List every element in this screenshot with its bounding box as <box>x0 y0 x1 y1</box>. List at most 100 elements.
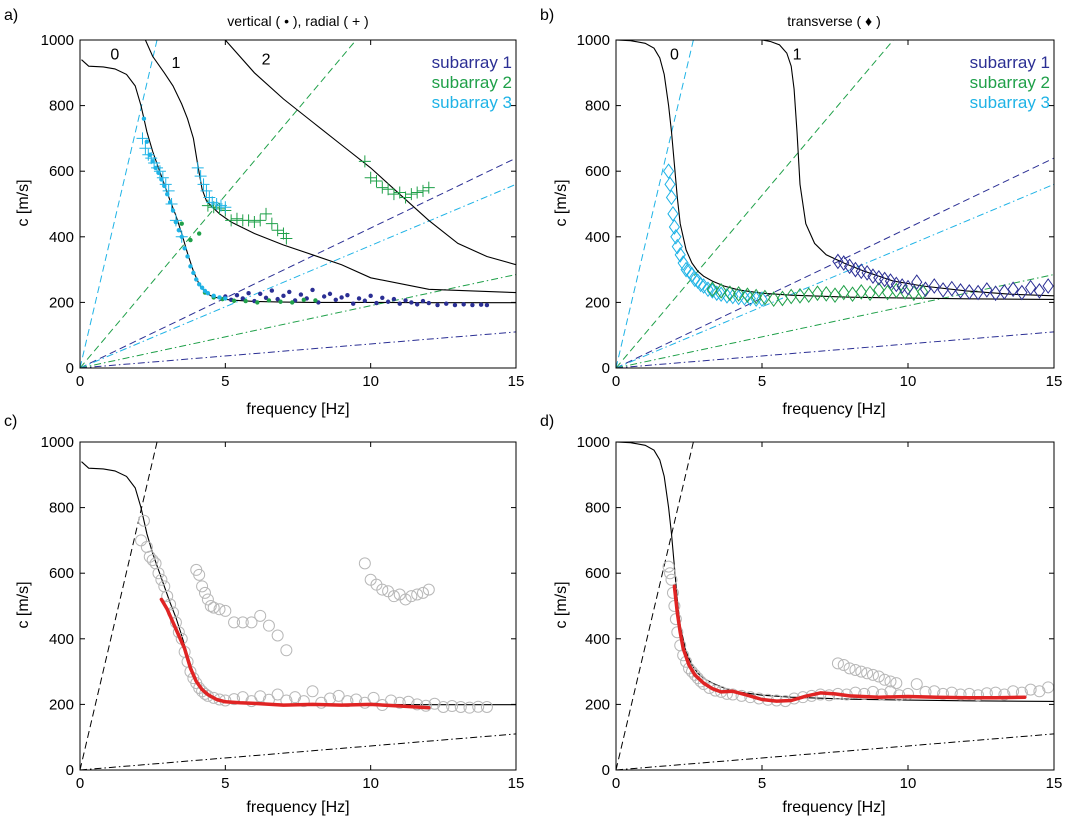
panel-c-point-1-11 <box>245 616 258 629</box>
panel-a-point-4-0 <box>136 132 149 145</box>
panel-c-point-1-1 <box>193 568 206 581</box>
panel-c-label: c) <box>4 413 17 430</box>
panel-b-ytick-label-3: 600 <box>585 163 610 180</box>
panel-a-point-2-15 <box>185 254 190 259</box>
panel-a-point-1-14 <box>313 298 318 303</box>
panel-c-point-1-3 <box>198 586 211 599</box>
panel-d-xlabel: frequency [Hz] <box>782 799 885 816</box>
panel-d-point-1-3 <box>849 663 862 676</box>
panel-c-ytick-label-4: 800 <box>49 500 74 517</box>
panel-b-point-2-28 <box>1042 278 1054 294</box>
panel-c-ytick-label-5: 1000 <box>41 434 74 451</box>
panel-c-xlabel: frequency [Hz] <box>246 799 349 816</box>
panel-a-point-3-23 <box>405 188 418 201</box>
panel-a-point-4-14 <box>194 170 207 183</box>
panel-a-label: a) <box>4 7 18 24</box>
panel-a-point-4-12 <box>175 230 188 243</box>
panel-d-point-1-0 <box>831 657 844 670</box>
panel-a-point-4-21 <box>219 201 232 214</box>
panel-a-point-3-5 <box>230 212 243 225</box>
panel-c-point-1-10 <box>236 616 249 629</box>
panel-a-point-2-23 <box>211 293 216 299</box>
panel-b-point-0-6 <box>671 238 683 255</box>
panel-d-point-1-10 <box>890 677 903 690</box>
panel-d-xtick-label-2: 10 <box>900 775 917 792</box>
panel-c-point-0-50 <box>428 697 441 710</box>
panel-c-ytick-label-0: 0 <box>66 762 74 779</box>
panel-c-point-1-27 <box>422 583 435 596</box>
panel-d-data-area <box>616 442 1054 770</box>
panel-a-point-2-19 <box>196 282 202 287</box>
panel-a-xlabel: frequency [Hz] <box>246 401 349 418</box>
panel-a-point-3-4 <box>225 214 238 227</box>
panel-b-point-2-15 <box>928 278 940 294</box>
panel-a-ref-line-5 <box>80 331 516 368</box>
panel-b-point-1-8 <box>776 290 789 307</box>
panel-a-point-3-10 <box>260 207 273 220</box>
panel-a-point-2-17 <box>191 270 196 276</box>
panel-d-point-0-48 <box>972 689 985 702</box>
panel-a-point-2-12 <box>176 228 182 233</box>
panel-a-point-4-9 <box>162 184 175 197</box>
panel-a-point-3-26 <box>422 181 435 194</box>
panel-d-point-0-40 <box>902 687 914 700</box>
panel-a-point-3-17 <box>370 175 383 188</box>
panel-a-point-4-10 <box>165 198 178 210</box>
panel-b-legend-entry-3: subarray 3 <box>970 93 1050 112</box>
panel-a-point-3-18 <box>376 181 389 194</box>
panel-a-point-0-34 <box>420 298 426 304</box>
panel-c-point-1-25 <box>411 588 424 601</box>
panel-a-point-0-21 <box>345 292 350 298</box>
panel-b-mode-label-1: 1 <box>793 47 802 64</box>
panel-b-point-2-2 <box>843 258 856 275</box>
panel-a-point-0-23 <box>356 296 362 301</box>
panel-b-ylabel: c [m/s] <box>553 179 570 226</box>
panel-c-point-0-5 <box>149 557 162 570</box>
panel-b-point-2-14 <box>919 281 932 298</box>
panel-d-smoothed-curve <box>672 584 1027 703</box>
panel-c-ytick-label-2: 400 <box>49 631 74 648</box>
panel-a-point-3-16 <box>364 171 377 184</box>
panel-c-ytick-label-1: 200 <box>49 696 74 713</box>
panel-a-point-0-15 <box>310 287 315 293</box>
panel-b-point-1-6 <box>759 289 771 306</box>
panel-c-point-0-30 <box>254 690 267 703</box>
panel-a-model-curve-mode-1 <box>144 40 516 294</box>
panel-d-point-1-1 <box>837 659 850 672</box>
panel-c-point-1-8 <box>219 604 232 617</box>
panel-b-point-1-11 <box>803 287 815 304</box>
panel-b-xlabel: frequency [Hz] <box>782 401 885 418</box>
panel-b-xtick-label-1: 5 <box>758 373 766 390</box>
panel-a-point-0-35 <box>426 300 431 306</box>
panel-c-point-0-24 <box>207 691 220 704</box>
panel-b-point-0-2 <box>665 189 678 206</box>
panel-b-point-2-24 <box>1007 281 1019 298</box>
panel-c-series-1 <box>190 557 435 657</box>
panel-b-point-1-16 <box>846 286 859 303</box>
panel-c-point-1-16 <box>358 557 371 570</box>
panel-c-xtick-label-1: 5 <box>221 775 229 792</box>
panel-c-point-1-26 <box>416 586 429 599</box>
panel-b: b) transverse ( ♦ ) frequency [Hz] c [m/… <box>540 7 1062 418</box>
panel-a-xtick-label-1: 5 <box>221 373 229 390</box>
panel-b-axes-frame <box>615 39 1055 369</box>
panel-a-ytick-label-4: 800 <box>49 98 74 115</box>
panel-a-series-1 <box>173 219 318 305</box>
panel-a-series-4 <box>136 132 232 243</box>
panel-c-ytick-label-3: 600 <box>49 565 74 582</box>
panel-c-point-1-15 <box>280 644 293 657</box>
panel-b-point-1-24 <box>916 284 929 300</box>
panel-b-title: transverse ( ♦ ) <box>787 13 881 29</box>
panel-b-ytick-label-2: 400 <box>585 229 610 246</box>
panel-b-point-0-9 <box>680 261 692 278</box>
panel-b-point-1-3 <box>733 286 745 302</box>
panel-b-point-0-26 <box>756 291 768 307</box>
panel-a-model-curve-mode-2 <box>224 40 516 266</box>
panel-b-xtick-label-0: 0 <box>612 373 620 390</box>
panel-b-point-1-14 <box>829 287 841 304</box>
panel-c-point-0-54 <box>463 701 476 714</box>
panel-a-point-4-15 <box>197 178 210 191</box>
panel-a-point-0-26 <box>374 300 379 306</box>
panel-b-ytick-label-0: 0 <box>602 360 610 377</box>
